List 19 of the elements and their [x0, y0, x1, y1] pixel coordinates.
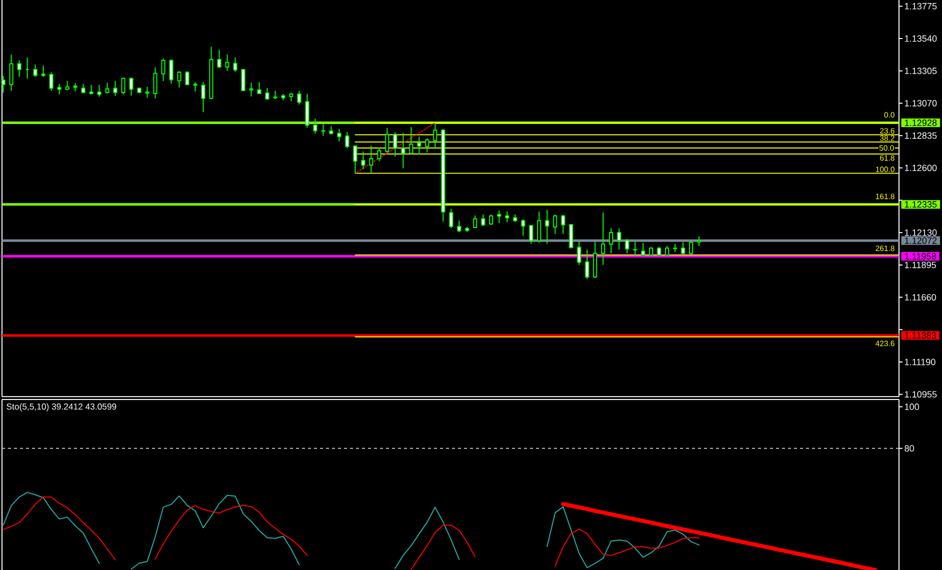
y-tick-label: 1.13070: [904, 100, 937, 106]
y-tick-label: 1.12835: [904, 132, 937, 139]
y-tick-label: 1.13775: [904, 2, 937, 10]
ref-line-label: 1.12072: [904, 237, 937, 244]
y-tick-label: 100: [904, 404, 920, 410]
ref-line-label: 1.12335: [904, 201, 937, 208]
y-tick-label: 1.13305: [904, 68, 937, 74]
y-tick-label: 1.11660: [904, 294, 936, 301]
ref-line-label: 1.11383: [904, 332, 936, 339]
y-tick-label: 1.11895: [904, 262, 936, 268]
y-tick-label: 1.13540: [904, 35, 937, 42]
y-tick-label: 1.12600: [904, 164, 937, 172]
y-tick-label: 80: [904, 445, 914, 452]
ref-line-label: 1.11958: [904, 253, 936, 260]
chart-title: Sto(5,5,10) 39.2412 43.0599: [6, 403, 116, 412]
y-tick-label: 1.11190: [904, 358, 936, 366]
y-tick-label: 1.12130: [904, 229, 937, 236]
y-tick-label: 1.10955: [904, 391, 937, 398]
ref-line-label: 1.12928: [904, 120, 937, 126]
